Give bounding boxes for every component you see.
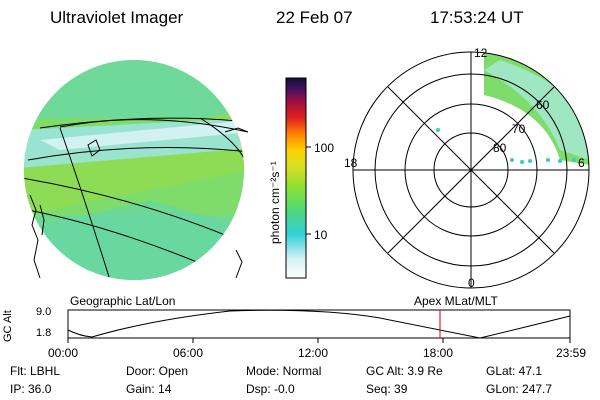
mlat-label-60: 60 [536, 98, 550, 112]
date-label: 22 Feb 07 [276, 8, 353, 27]
gain-status: Gain: 14 [126, 382, 172, 396]
time-tick-0600: 06:00 [173, 346, 204, 360]
mlat-label-80: 80 [493, 141, 507, 155]
time-tick-2359: 23:59 [556, 346, 587, 360]
altitude-tick-low: 1.8 [36, 327, 52, 339]
geographic-label: Geographic Lat/Lon [70, 294, 176, 308]
altitude-plot [67, 309, 571, 343]
mode-status: Mode: Normal [246, 364, 322, 378]
seq-status: Seq: 39 [366, 382, 408, 396]
colorbar-tick-100: 100 [314, 141, 335, 155]
door-status: Door: Open [126, 364, 189, 378]
mlt-label-6: 6 [578, 156, 585, 170]
mlt-label-12: 12 [474, 46, 488, 60]
time-tick-1800: 18:00 [423, 346, 454, 360]
apex-label: Apex MLat/MLT [414, 294, 498, 308]
mlat-label-70: 70 [512, 122, 526, 136]
filter-status: Flt: LBHL [10, 364, 61, 378]
time-tick-0000: 00:00 [48, 346, 79, 360]
glon-status: GLon: 247.7 [486, 382, 553, 396]
polar-plot [352, 51, 590, 289]
altitude-tick-high: 9.0 [36, 306, 52, 318]
time-tick-1200: 12:00 [298, 346, 329, 360]
mlt-label-18: 18 [344, 156, 358, 170]
colorbar [285, 77, 307, 279]
mlt-label-0: 0 [468, 276, 475, 290]
earth-disk-image [24, 60, 249, 280]
time-label: 17:53:24 UT [430, 8, 524, 27]
colorbar-unit-label: photon cm⁻²s⁻¹ [268, 161, 282, 244]
dsp-status: Dsp: -0.0 [246, 382, 295, 396]
ip-status: IP: 36.0 [10, 382, 52, 396]
colorbar-tick-10: 10 [314, 228, 328, 242]
altitude-axis-label: GC Alt [2, 310, 14, 342]
instrument-title: Ultraviolet Imager [50, 8, 184, 27]
gc-alt-status: GC Alt: 3.9 Re [366, 364, 443, 378]
glat-status: GLat: 47.1 [486, 364, 543, 378]
